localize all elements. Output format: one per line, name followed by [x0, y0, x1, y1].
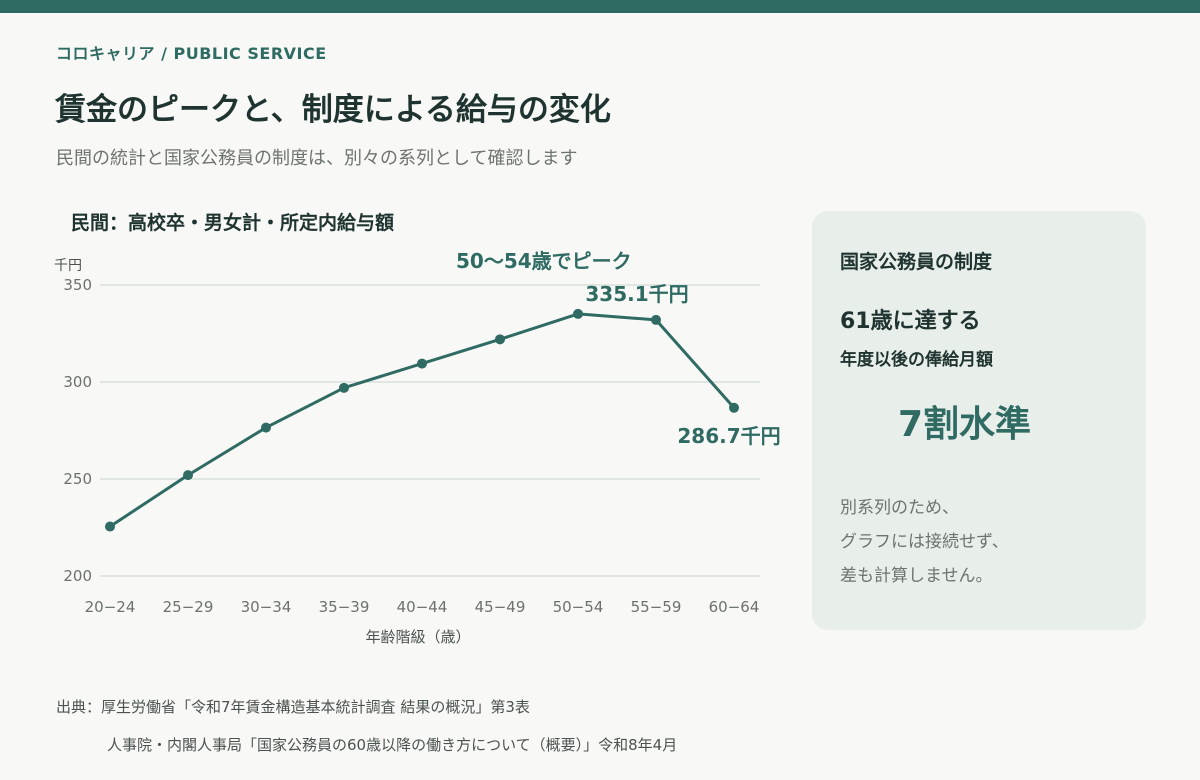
x-tick-label: 50−54 — [553, 598, 604, 616]
card-heading: 国家公務員の制度 — [840, 251, 993, 273]
line-chart: 200 250 300 350 20−24 25−29 30−34 35−39 40−44 45… — [54, 258, 781, 646]
peak-annotation: 50〜54歳でピーク — [456, 249, 632, 273]
top-accent-bar — [0, 0, 1200, 13]
y-axis-unit: 千円 — [54, 258, 82, 274]
x-tick-label: 20−24 — [85, 598, 136, 616]
series-points — [105, 308, 739, 532]
x-tick-label: 30−34 — [241, 598, 292, 616]
data-point — [495, 334, 505, 345]
card-note-line: グラフには接続せず、 — [840, 532, 1009, 552]
grid-lines — [100, 284, 760, 577]
x-axis-label: 年齢階級（歳） — [365, 628, 470, 646]
x-tick-label: 40−44 — [397, 598, 448, 616]
chart-title: 民間：高校卒・男女計・所定内給与額 — [71, 212, 395, 234]
end-value-label: 286.7千円 — [677, 424, 780, 448]
y-tick-label: 300 — [63, 373, 92, 391]
x-tick-label: 45−49 — [475, 598, 526, 616]
brand-breadcrumb: コロキャリア / PUBLIC SERVICE — [56, 44, 327, 63]
series-line — [109, 312, 736, 528]
card-note: 別系列のため、 グラフには接続せず、 差も計算しません。 — [840, 491, 1009, 593]
page-subtitle: 民間の統計と国家公務員の制度は、別々の系列として確認します — [56, 148, 578, 169]
card-age-text: 61歳に達する — [840, 309, 981, 334]
peak-value-label: 335.1千円 — [585, 282, 688, 306]
page-title: 賃金のピークと、制度による給与の変化 — [55, 92, 611, 128]
y-tick-label: 350 — [63, 276, 92, 294]
y-tick-label: 250 — [63, 470, 92, 488]
y-tick-label: 200 — [63, 567, 92, 585]
data-point — [183, 470, 193, 481]
x-tick-label: 35−39 — [319, 598, 370, 616]
y-axis-ticks: 200 250 300 350 — [63, 276, 92, 585]
card-note-line: 別系列のため、 — [840, 498, 959, 518]
card-highlight: 7割水準 — [898, 404, 1032, 445]
data-point — [573, 308, 583, 319]
series-line-path — [109, 312, 736, 528]
x-axis-ticks: 20−24 25−29 30−34 35−39 40−44 45−49 50−54 55−59… — [85, 598, 760, 616]
x-tick-label: 25−29 — [163, 598, 214, 616]
source-line-1: 出典：厚生労働省「令和7年賃金構造基本統計調査 結果の概況」第3表 — [56, 698, 530, 716]
card-description: 年度以後の俸給月額 — [840, 350, 993, 370]
civil-service-card: 国家公務員の制度 61歳に達する 年度以後の俸給月額 7割水準 別系列のため、 … — [812, 211, 1146, 630]
data-point — [261, 422, 271, 433]
data-point — [105, 521, 115, 532]
data-point — [417, 358, 427, 369]
data-point — [339, 382, 349, 393]
x-tick-label: 55−59 — [631, 598, 682, 616]
card-note-line: 差も計算しません。 — [840, 566, 993, 586]
x-tick-label: 60−64 — [709, 598, 760, 616]
data-point — [651, 314, 661, 325]
source-line-2: 人事院・内閣人事局「国家公務員の60歳以降の働き方について（概要）」令和8年4月 — [107, 736, 678, 754]
data-point — [729, 402, 739, 413]
